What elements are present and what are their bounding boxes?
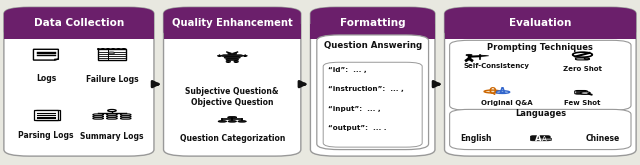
Text: Few Shot: Few Shot <box>564 100 601 106</box>
FancyBboxPatch shape <box>228 53 237 55</box>
Text: Subjective Question&
Objective Question: Subjective Question& Objective Question <box>186 87 279 107</box>
FancyBboxPatch shape <box>93 116 104 117</box>
Text: A: A <box>499 87 506 96</box>
FancyBboxPatch shape <box>234 60 238 63</box>
Circle shape <box>584 58 589 60</box>
Polygon shape <box>97 49 126 60</box>
FancyBboxPatch shape <box>450 109 631 150</box>
FancyBboxPatch shape <box>445 24 636 38</box>
Polygon shape <box>54 59 58 60</box>
Text: A: A <box>535 134 541 143</box>
FancyBboxPatch shape <box>310 24 435 38</box>
FancyBboxPatch shape <box>4 24 154 38</box>
FancyBboxPatch shape <box>228 121 236 122</box>
Polygon shape <box>36 110 60 119</box>
Text: Prompting Techniques: Prompting Techniques <box>488 43 593 52</box>
Polygon shape <box>35 110 58 120</box>
Text: “input”:  ... ,: “input”: ... , <box>328 106 381 112</box>
FancyBboxPatch shape <box>120 118 131 119</box>
FancyBboxPatch shape <box>107 114 117 116</box>
Text: Quality Enhancement: Quality Enhancement <box>172 18 292 28</box>
FancyBboxPatch shape <box>164 24 301 38</box>
FancyBboxPatch shape <box>4 7 154 38</box>
FancyBboxPatch shape <box>107 118 117 119</box>
Text: Logs: Logs <box>36 73 56 82</box>
Polygon shape <box>33 49 58 60</box>
FancyBboxPatch shape <box>226 60 230 63</box>
FancyBboxPatch shape <box>4 7 154 156</box>
Text: Parsing Logs: Parsing Logs <box>18 131 74 140</box>
Text: “id”:  ... ,: “id”: ... , <box>328 67 367 73</box>
Text: “output”:  ... .: “output”: ... . <box>328 125 387 131</box>
FancyBboxPatch shape <box>120 114 131 116</box>
Circle shape <box>108 110 116 112</box>
FancyBboxPatch shape <box>218 55 221 56</box>
Text: Zero Shot: Zero Shot <box>563 66 602 72</box>
Text: Self-Consistency: Self-Consistency <box>464 63 530 69</box>
FancyBboxPatch shape <box>243 55 247 56</box>
Text: “instruction”:  ... ,: “instruction”: ... , <box>328 86 404 92</box>
FancyBboxPatch shape <box>93 118 104 119</box>
Ellipse shape <box>484 90 500 93</box>
Ellipse shape <box>495 91 509 93</box>
FancyBboxPatch shape <box>575 91 588 94</box>
FancyBboxPatch shape <box>445 7 636 38</box>
Text: Languages: Languages <box>515 109 566 118</box>
FancyBboxPatch shape <box>445 7 636 156</box>
Text: Q: Q <box>488 87 496 96</box>
Polygon shape <box>480 55 489 57</box>
Text: Formatting: Formatting <box>340 18 406 28</box>
FancyBboxPatch shape <box>93 114 104 116</box>
FancyBboxPatch shape <box>310 7 435 38</box>
FancyBboxPatch shape <box>120 116 131 117</box>
Circle shape <box>466 54 472 56</box>
Text: Original Q&A: Original Q&A <box>481 100 533 106</box>
FancyBboxPatch shape <box>538 138 552 141</box>
FancyBboxPatch shape <box>450 40 631 110</box>
FancyBboxPatch shape <box>531 136 550 141</box>
FancyBboxPatch shape <box>310 7 435 156</box>
Text: Chinese: Chinese <box>586 134 620 143</box>
FancyBboxPatch shape <box>109 52 114 54</box>
Text: Data Collection: Data Collection <box>34 18 124 28</box>
Circle shape <box>580 92 590 94</box>
Text: Evaluation: Evaluation <box>509 18 572 28</box>
Text: Question Categorization: Question Categorization <box>179 134 285 143</box>
Text: A: A <box>542 136 547 142</box>
FancyBboxPatch shape <box>107 116 117 117</box>
FancyBboxPatch shape <box>224 57 240 58</box>
FancyBboxPatch shape <box>575 58 589 60</box>
FancyBboxPatch shape <box>317 35 429 150</box>
FancyBboxPatch shape <box>164 7 301 38</box>
FancyBboxPatch shape <box>238 121 246 122</box>
FancyBboxPatch shape <box>323 62 422 147</box>
Text: Failure Logs: Failure Logs <box>86 75 138 84</box>
FancyBboxPatch shape <box>218 121 227 122</box>
Text: Summary Logs: Summary Logs <box>80 132 144 141</box>
Text: Question Answering: Question Answering <box>324 41 422 50</box>
FancyBboxPatch shape <box>221 55 243 57</box>
FancyBboxPatch shape <box>228 116 237 118</box>
FancyBboxPatch shape <box>226 59 239 60</box>
FancyBboxPatch shape <box>164 7 301 156</box>
Text: English: English <box>461 134 492 143</box>
Circle shape <box>573 52 592 57</box>
